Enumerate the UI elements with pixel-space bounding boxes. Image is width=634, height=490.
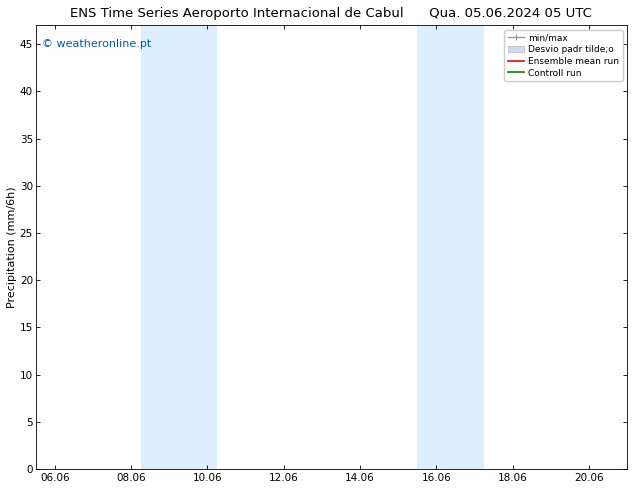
Bar bbox=[141, 25, 217, 469]
Legend: min/max, Desvio padr tilde;o, Ensemble mean run, Controll run: min/max, Desvio padr tilde;o, Ensemble m… bbox=[505, 30, 623, 81]
Title: ENS Time Series Aeroporto Internacional de Cabul      Qua. 05.06.2024 05 UTC: ENS Time Series Aeroporto Internacional … bbox=[70, 7, 592, 20]
Text: © weatheronline.pt: © weatheronline.pt bbox=[42, 39, 151, 49]
Bar bbox=[417, 25, 484, 469]
Y-axis label: Precipitation (mm/6h): Precipitation (mm/6h) bbox=[7, 186, 17, 308]
